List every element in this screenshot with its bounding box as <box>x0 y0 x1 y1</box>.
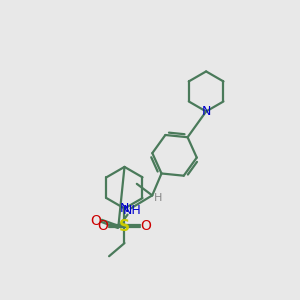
Text: N: N <box>120 202 129 215</box>
Text: O: O <box>90 214 101 228</box>
Text: O: O <box>98 219 108 233</box>
Text: S: S <box>119 219 130 234</box>
Text: N: N <box>201 105 211 118</box>
Text: NH: NH <box>123 204 142 217</box>
Text: O: O <box>141 219 152 233</box>
Text: H: H <box>154 193 163 203</box>
